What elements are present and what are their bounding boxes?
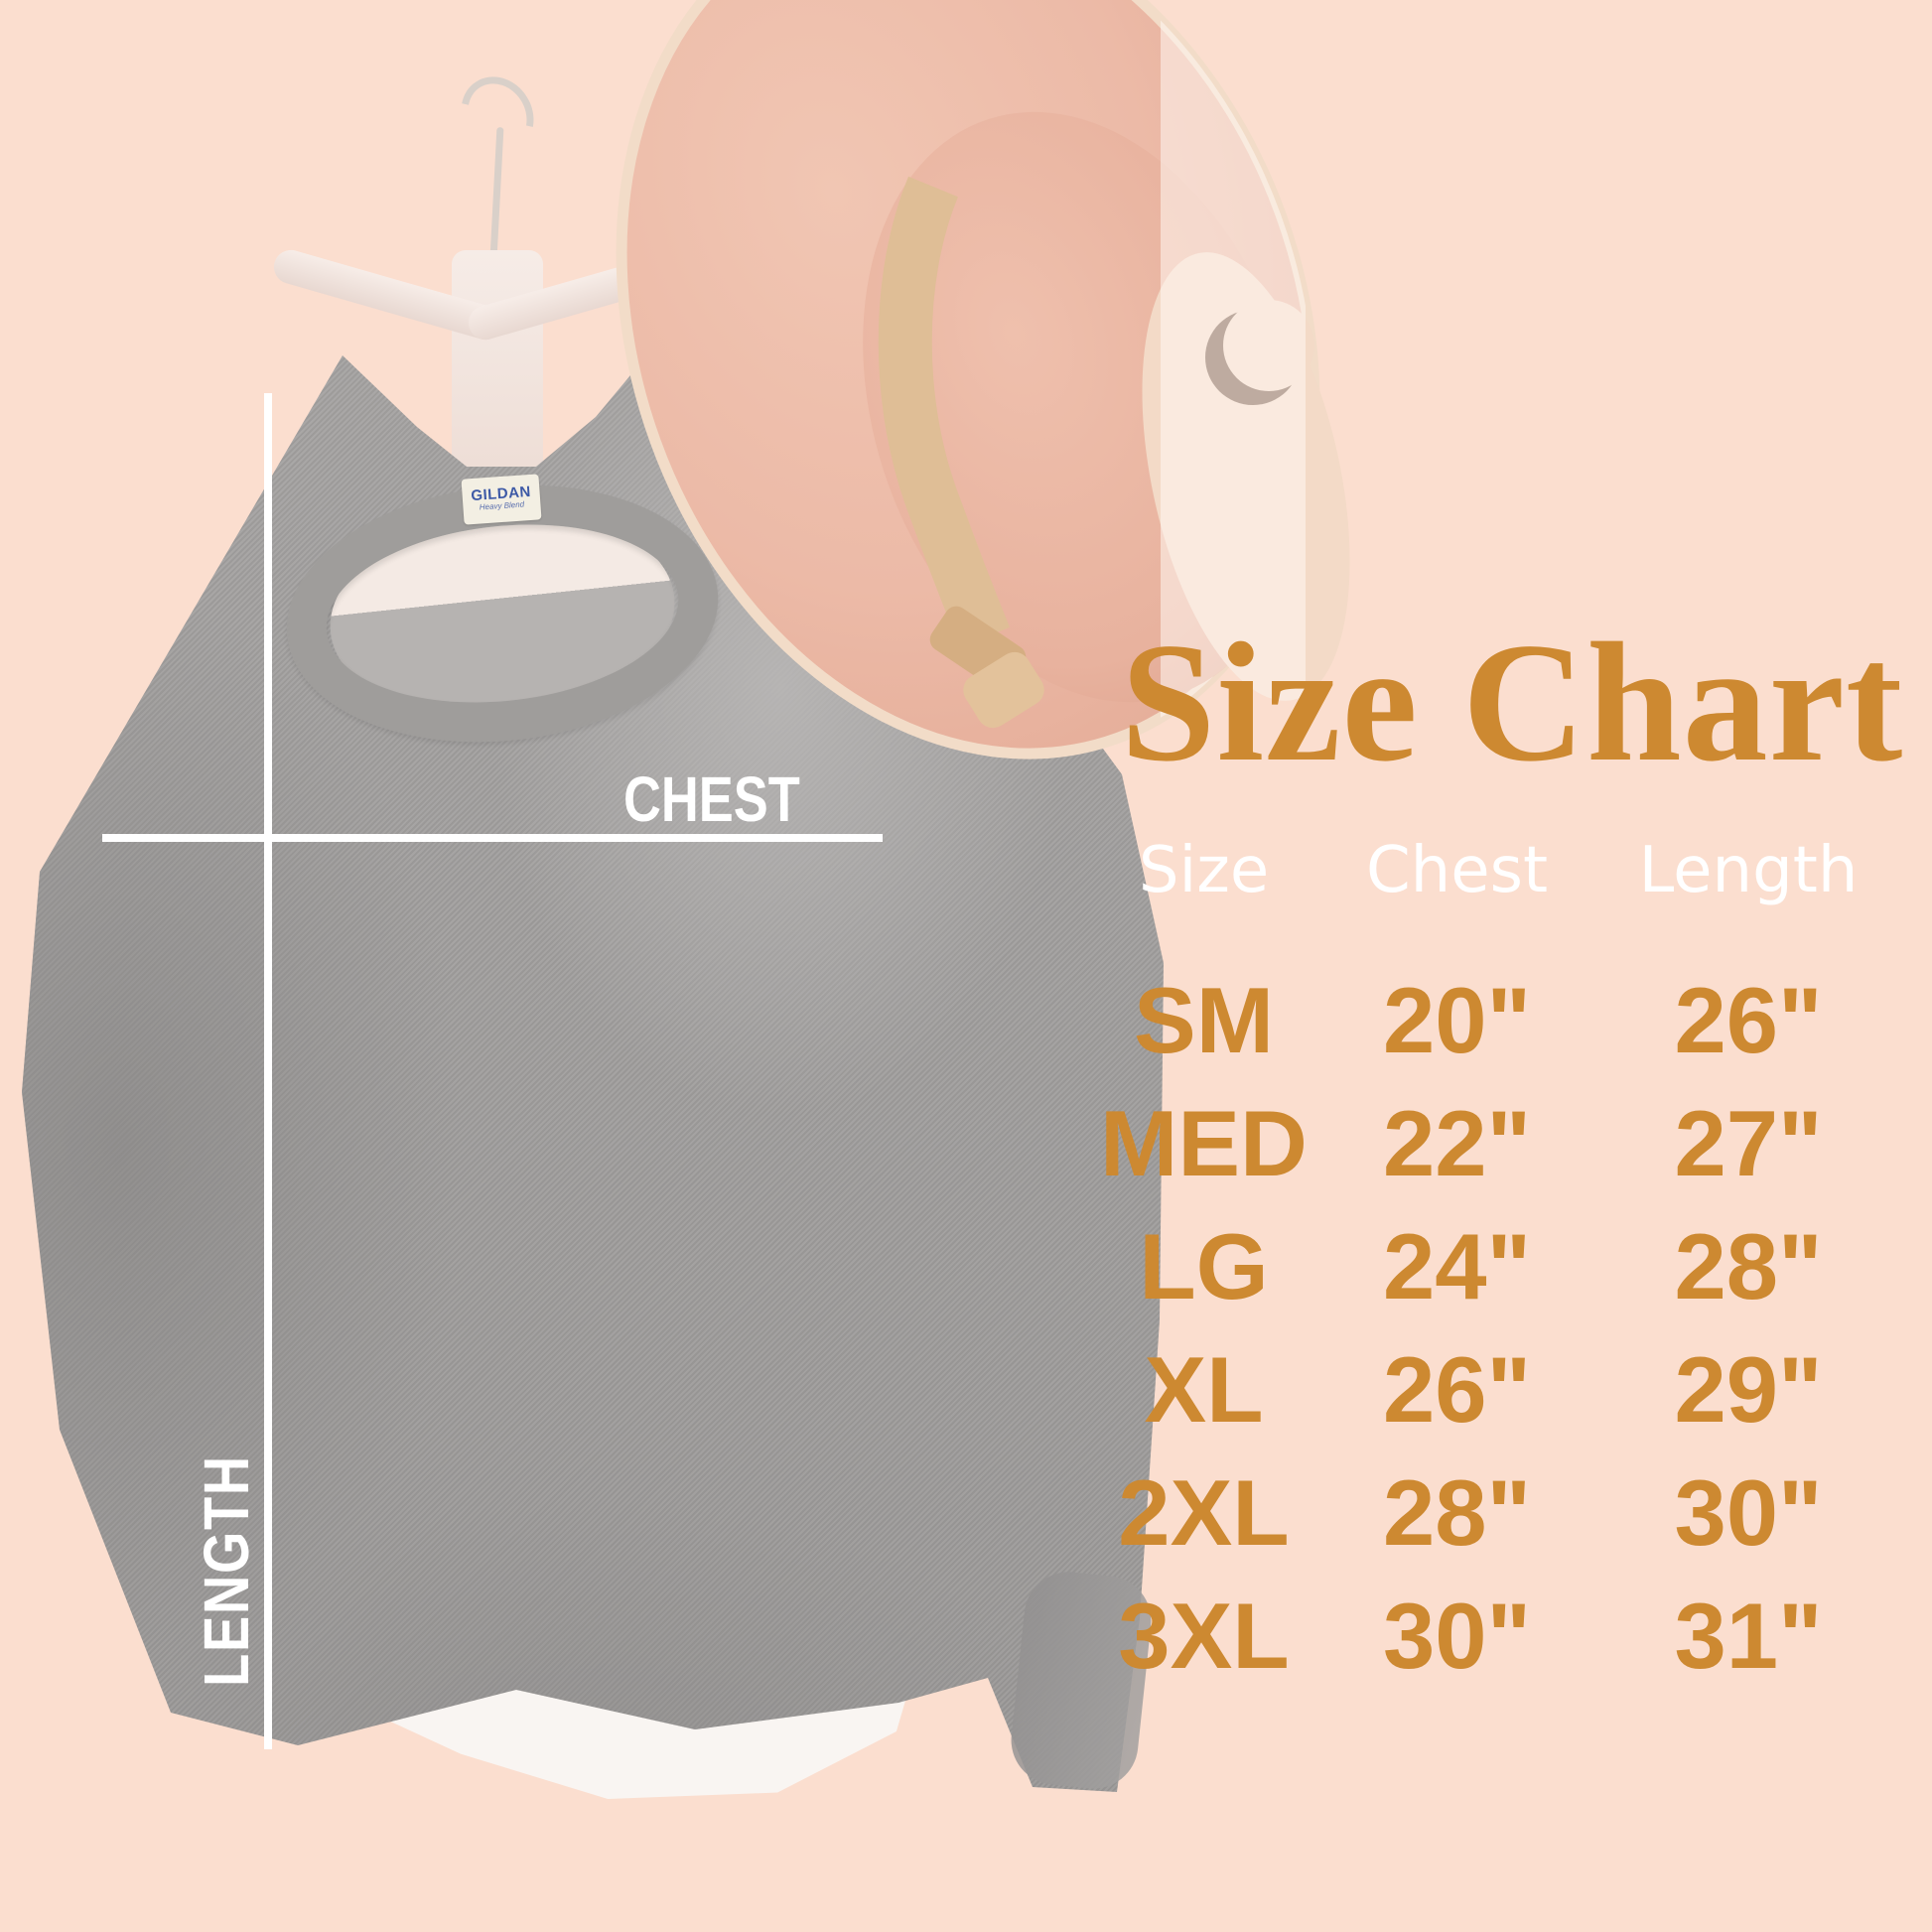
length-label: LENGTH <box>191 1454 262 1687</box>
header-size: Size <box>1138 834 1270 907</box>
row-chest: 20" <box>1382 968 1532 1072</box>
size-table: Size Chest Length SM 20" 26" MED 22" 27"… <box>1092 834 1898 1698</box>
row-chest: 22" <box>1382 1091 1532 1195</box>
row-chest: 30" <box>1382 1584 1532 1688</box>
row-size: SM <box>1134 968 1274 1072</box>
row-length: 28" <box>1674 1214 1823 1318</box>
row-length: 27" <box>1674 1091 1823 1195</box>
row-length: 26" <box>1674 968 1823 1072</box>
table-row: MED 22" 27" <box>1092 1082 1898 1205</box>
row-length: 29" <box>1674 1337 1823 1442</box>
hat-ribbon <box>878 176 1011 648</box>
brand-tag: GILDAN Heavy Blend <box>461 474 542 525</box>
header-chest: Chest <box>1365 834 1549 907</box>
row-size: LG <box>1139 1214 1269 1318</box>
table-row: SM 20" 26" <box>1092 959 1898 1082</box>
table-row: 2XL 28" 30" <box>1092 1451 1898 1575</box>
brand-tag-subtitle: Heavy Blend <box>479 499 525 512</box>
row-size: 2XL <box>1118 1460 1290 1565</box>
row-length: 30" <box>1674 1460 1823 1565</box>
felt-hat <box>616 0 1350 824</box>
hat-ribbon-tail <box>963 651 1044 729</box>
table-row: XL 26" 29" <box>1092 1328 1898 1451</box>
size-table-header: Size Chest Length <box>1092 834 1898 907</box>
row-chest: 24" <box>1382 1214 1532 1318</box>
chest-measure-line <box>102 834 883 842</box>
page-title: Size Chart <box>1120 609 1904 797</box>
hanger-center <box>452 250 543 498</box>
header-length: Length <box>1638 834 1859 907</box>
chest-label: CHEST <box>623 763 800 835</box>
table-row: 3XL 30" 31" <box>1092 1575 1898 1698</box>
size-table-body: SM 20" 26" MED 22" 27" LG 24" 28" XL 26"… <box>1092 959 1898 1698</box>
row-length: 31" <box>1674 1584 1823 1688</box>
row-size: XL <box>1144 1337 1264 1442</box>
table-row: LG 24" 28" <box>1092 1205 1898 1328</box>
row-size: MED <box>1100 1091 1308 1195</box>
row-chest: 26" <box>1382 1337 1532 1442</box>
row-size: 3XL <box>1118 1584 1290 1688</box>
length-measure-line <box>264 393 272 1749</box>
row-chest: 28" <box>1382 1460 1532 1565</box>
